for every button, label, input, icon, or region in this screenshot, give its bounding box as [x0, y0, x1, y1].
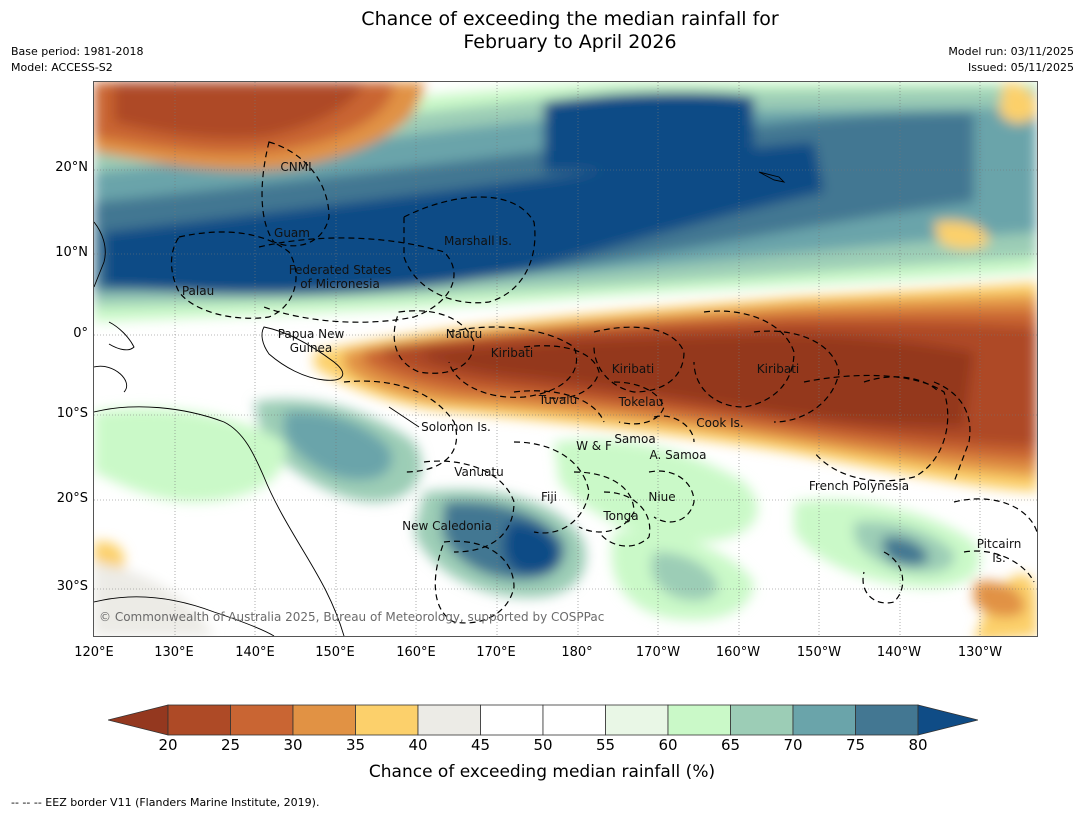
rainfall-map: CNMI Guam Marshall Is. Federated States …	[93, 81, 1038, 637]
label-cnmi: CNMI	[280, 160, 311, 174]
label-guam: Guam	[274, 226, 310, 240]
colorbar-segment	[605, 704, 669, 736]
y-tick-20n: 20°N	[55, 160, 88, 175]
colorbar	[107, 703, 979, 737]
issued-date: Issued: 05/11/2025	[967, 61, 1074, 74]
eez-footnote: -- -- -- EEZ border V11 (Flanders Marine…	[11, 796, 320, 809]
chart-title: Chance of exceeding the median rainfall …	[270, 8, 870, 54]
rainfall-field	[94, 82, 1037, 636]
colorbar-tick-label: 30	[283, 736, 303, 754]
label-french-polynesia: French Polynesia	[809, 479, 909, 493]
colorbar-tick-label: 60	[658, 736, 678, 754]
y-tick-20s: 20°S	[56, 491, 88, 506]
label-tonga: Tonga	[602, 509, 638, 523]
model-name: Model: ACCESS-S2	[11, 61, 113, 74]
label-solomon: Solomon Is.	[421, 420, 491, 434]
x-tick-180: 180°	[561, 645, 593, 660]
base-period: Base period: 1981-2018	[11, 45, 144, 58]
colorbar-tick-label: 70	[783, 736, 803, 754]
label-wf: W & F	[576, 439, 612, 453]
label-fsm-1: Federated States	[289, 263, 391, 277]
label-am-samoa: A. Samoa	[650, 448, 707, 462]
coastlines	[94, 171, 786, 636]
colorbar-segment	[667, 704, 731, 736]
colorbar-segment	[230, 704, 294, 736]
colorbar-tick-label: 40	[408, 736, 428, 754]
copyright-notice: © Commonwealth of Australia 2025, Bureau…	[99, 610, 604, 624]
label-nauru: Nauru	[446, 327, 482, 341]
x-tick-130w: 130°W	[957, 645, 1003, 660]
x-tick-140w: 140°W	[876, 645, 922, 660]
x-tick-170w: 170°W	[635, 645, 681, 660]
colorbar-segment	[355, 704, 419, 736]
y-tick-30s: 30°S	[56, 579, 88, 594]
region-labels: CNMI Guam Marshall Is. Federated States …	[182, 160, 1021, 565]
label-samoa: Samoa	[614, 432, 655, 446]
colorbar-arrow-high	[917, 704, 979, 736]
colorbar-tick-label: 35	[345, 736, 366, 754]
label-kiribati-west: Kiribati	[491, 346, 533, 360]
eez-borders	[170, 141, 1037, 624]
colorbar-tick-label: 25	[220, 736, 241, 754]
x-tick-150w: 150°W	[796, 645, 842, 660]
x-tick-120e: 120°E	[74, 645, 114, 660]
label-new-caledonia: New Caledonia	[402, 519, 492, 533]
x-tick-160w: 160°W	[715, 645, 761, 660]
label-fiji: Fiji	[541, 490, 557, 504]
colorbar-tick-label: 75	[845, 736, 866, 754]
meta-right: Model run: 03/11/2025 Issued: 05/11/2025	[948, 44, 1074, 76]
model-run: Model run: 03/11/2025	[948, 45, 1074, 58]
gridlines	[94, 82, 1037, 636]
meta-left: Base period: 1981-2018 Model: ACCESS-S2	[11, 44, 143, 76]
label-kiribati-central: Kiribati	[612, 362, 654, 376]
colorbar-segment	[730, 704, 794, 736]
title-line-2: February to April 2026	[463, 31, 677, 53]
label-png-2: Guinea	[290, 341, 333, 355]
x-tick-140e: 140°E	[235, 645, 275, 660]
colorbar-label: Chance of exceeding median rainfall (%)	[368, 762, 716, 782]
map-canvas: CNMI Guam Marshall Is. Federated States …	[94, 82, 1037, 636]
colorbar-tick-label: 80	[908, 736, 928, 754]
label-fsm-2: of Micronesia	[300, 277, 380, 291]
label-marshall: Marshall Is.	[444, 234, 512, 248]
label-niue: Niue	[648, 490, 675, 504]
title-line-1: Chance of exceeding the median rainfall …	[361, 8, 779, 30]
x-tick-150e: 150°E	[315, 645, 355, 660]
label-palau: Palau	[182, 284, 214, 298]
label-tuvalu: Tuvalu	[538, 393, 578, 407]
label-png-1: Papua New	[278, 327, 345, 341]
colorbar-arrow-low	[107, 704, 169, 736]
colorbar-segment	[542, 704, 606, 736]
y-tick-0: 0°	[73, 326, 88, 341]
label-pitcairn-1: Pitcairn	[977, 537, 1022, 551]
colorbar-tick-label: 55	[595, 736, 616, 754]
colorbar-segment	[167, 704, 231, 736]
y-tick-10n: 10°N	[55, 245, 88, 260]
colorbar-segment	[292, 704, 356, 736]
x-tick-130e: 130°E	[154, 645, 194, 660]
label-pitcairn-2: Is.	[992, 551, 1006, 565]
colorbar-tick-label: 45	[470, 736, 491, 754]
colorbar-segment	[417, 704, 481, 736]
label-vanuatu: Vanuatu	[454, 465, 504, 479]
colorbar-segment	[792, 704, 856, 736]
colorbar-segment	[480, 704, 544, 736]
colorbar-tick-label: 65	[720, 736, 741, 754]
colorbar-tick-label: 50	[533, 736, 553, 754]
colorbar-tick-label: 20	[158, 736, 178, 754]
y-tick-10s: 10°S	[56, 406, 88, 421]
label-tokelau: Tokelau	[618, 395, 664, 409]
colorbar-segment	[855, 704, 919, 736]
label-kiribati-east: Kiribati	[757, 362, 799, 376]
label-cook: Cook Is.	[696, 416, 743, 430]
x-tick-170e: 170°E	[476, 645, 516, 660]
x-tick-160e: 160°E	[396, 645, 436, 660]
colorbar-svg	[107, 704, 979, 736]
